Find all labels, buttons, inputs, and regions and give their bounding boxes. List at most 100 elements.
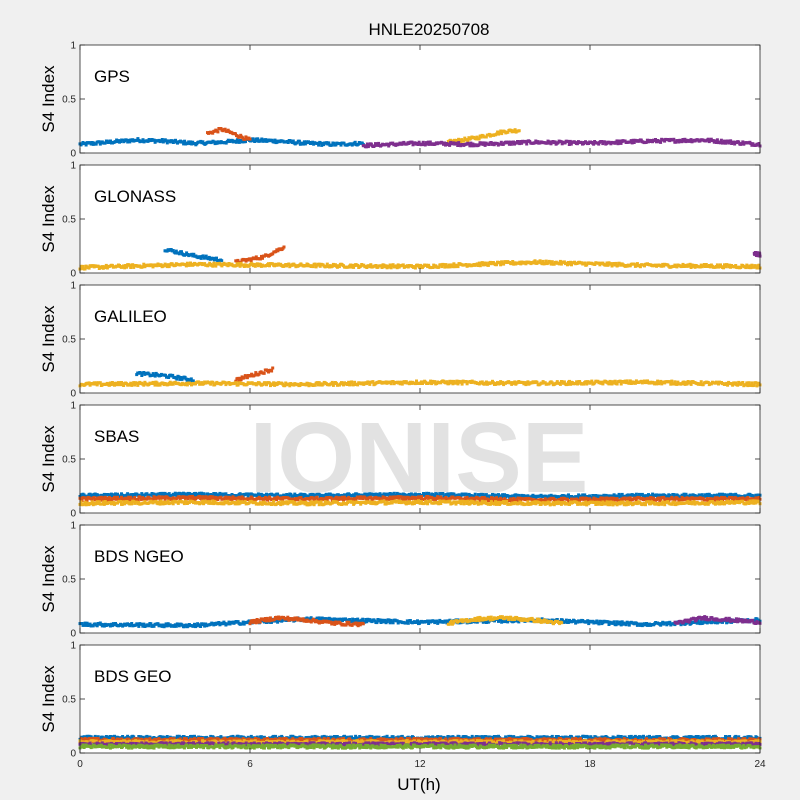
data-point — [727, 265, 731, 269]
data-point — [594, 503, 598, 506]
data-point — [115, 497, 118, 501]
data-point — [749, 383, 753, 387]
data-point — [681, 138, 685, 141]
data-point — [311, 500, 315, 504]
data-point — [659, 140, 663, 144]
data-point — [213, 497, 217, 501]
data-point — [486, 263, 490, 267]
data-point — [404, 621, 408, 625]
data-point — [271, 366, 275, 370]
data-point — [267, 493, 270, 497]
data-point — [652, 496, 656, 500]
data-point — [388, 380, 392, 384]
data-point — [387, 144, 391, 148]
data-point — [234, 264, 238, 268]
data-point — [755, 251, 759, 255]
data-point — [698, 265, 702, 269]
data-point — [750, 263, 754, 267]
data-point — [506, 130, 510, 134]
data-point — [159, 499, 163, 503]
data-point — [253, 500, 257, 504]
data-point — [635, 502, 639, 506]
data-point — [744, 266, 748, 270]
data-point — [412, 502, 416, 506]
data-point — [674, 503, 678, 507]
data-point — [305, 616, 309, 620]
data-point — [384, 502, 388, 506]
data-point — [453, 500, 457, 504]
data-point — [173, 264, 177, 267]
data-point — [397, 380, 401, 384]
data-point — [211, 131, 215, 135]
data-point — [702, 495, 706, 498]
data-point — [122, 500, 126, 504]
data-point — [724, 265, 727, 269]
data-point — [439, 263, 443, 267]
data-point — [452, 262, 456, 266]
data-point — [741, 381, 745, 384]
data-point — [287, 494, 291, 498]
data-point — [109, 492, 113, 496]
data-point — [520, 141, 524, 145]
data-point — [359, 502, 363, 506]
data-point — [207, 501, 211, 505]
data-point — [495, 496, 498, 500]
data-point — [645, 138, 649, 142]
data-point — [429, 499, 433, 503]
data-point — [458, 499, 462, 503]
data-point — [244, 374, 248, 378]
data-point — [109, 383, 113, 387]
data-point — [83, 500, 87, 504]
data-point — [190, 497, 193, 501]
data-point — [428, 140, 432, 144]
data-point — [567, 493, 570, 497]
data-point — [675, 382, 679, 386]
data-point — [366, 498, 370, 502]
data-point — [505, 499, 509, 503]
data-point — [748, 264, 752, 268]
data-point — [483, 143, 487, 147]
data-point — [482, 261, 486, 265]
data-point — [689, 266, 693, 269]
data-point — [320, 616, 324, 620]
data-point — [136, 498, 140, 501]
data-point — [594, 621, 598, 625]
data-point — [182, 502, 186, 506]
data-point — [628, 379, 632, 383]
data-point — [80, 622, 84, 625]
data-point — [510, 262, 514, 266]
data-point — [171, 141, 175, 144]
data-point — [388, 263, 392, 267]
data-point — [224, 495, 228, 499]
data-point — [686, 380, 690, 383]
data-point — [457, 496, 461, 499]
data-point — [588, 494, 592, 498]
data-point — [584, 500, 588, 504]
data-point — [436, 495, 440, 499]
data-point — [602, 493, 606, 497]
data-point — [217, 494, 221, 498]
data-point — [479, 502, 483, 506]
data-point — [266, 498, 269, 502]
data-point — [264, 138, 268, 142]
data-point — [312, 503, 316, 507]
data-point — [533, 141, 537, 145]
data-point — [203, 624, 207, 628]
data-point — [356, 383, 360, 387]
data-point — [189, 377, 193, 381]
data-point — [83, 621, 87, 625]
data-point — [288, 384, 292, 388]
data-point — [492, 381, 495, 385]
data-point — [452, 492, 456, 496]
data-point — [238, 376, 242, 380]
data-point — [324, 496, 328, 500]
data-point — [688, 380, 692, 384]
data-point — [94, 142, 98, 146]
data-point — [693, 265, 697, 269]
data-point — [202, 492, 206, 496]
data-point — [616, 142, 620, 146]
data-point — [216, 498, 220, 501]
data-point — [149, 622, 153, 626]
data-point — [415, 496, 418, 500]
data-point — [511, 260, 515, 263]
